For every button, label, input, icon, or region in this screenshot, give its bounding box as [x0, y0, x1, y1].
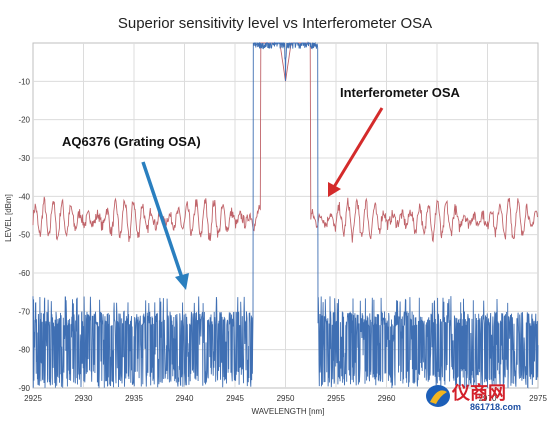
- x-tick-label: 2960: [378, 394, 396, 403]
- blue-arrow-icon: [141, 161, 189, 290]
- watermark-logo: 仪商网 861718.com: [426, 382, 521, 412]
- y-tick-label: -70: [18, 307, 30, 316]
- watermark-url: 861718.com: [470, 402, 521, 412]
- x-tick-label: 2935: [125, 394, 143, 403]
- series-layer: [32, 41, 539, 389]
- x-tick-label: 2950: [277, 394, 295, 403]
- x-tick-label: 2945: [226, 394, 244, 403]
- y-tick-label: -20: [18, 116, 30, 125]
- y-tick-label: -80: [18, 346, 30, 355]
- y-tick-label: -10: [18, 77, 30, 86]
- x-tick-label: 2975: [529, 394, 547, 403]
- y-tick-label: -50: [18, 231, 30, 240]
- y-tick-label: -60: [18, 269, 30, 278]
- y-tick-label: -30: [18, 154, 30, 163]
- annotation-interferometer-osa: Interferometer OSA: [340, 85, 461, 100]
- y-tick-label: -90: [18, 384, 30, 393]
- x-tick-label: 2955: [327, 394, 345, 403]
- series-aq6376-grating-osa: [32, 41, 539, 389]
- annotation-aq6376: AQ6376 (Grating OSA): [62, 134, 201, 149]
- x-tick-label: 2930: [75, 394, 93, 403]
- x-tick-label: 2925: [24, 394, 42, 403]
- tick-labels: 2925293029352940294529502955296029652970…: [18, 77, 547, 403]
- watermark-text: 仪商网: [451, 382, 506, 404]
- red-arrow-icon: [328, 107, 384, 197]
- chart-title: Superior sensitivity level vs Interferom…: [118, 15, 432, 32]
- y-axis-label: LEVEL [dBm]: [4, 194, 13, 242]
- x-tick-label: 2970: [479, 394, 497, 403]
- series-interferometer-osa: [32, 42, 539, 243]
- x-tick-label: 2940: [176, 394, 194, 403]
- y-tick-label: -40: [18, 192, 30, 201]
- x-axis-label: WAVELENGTH [nm]: [252, 407, 325, 416]
